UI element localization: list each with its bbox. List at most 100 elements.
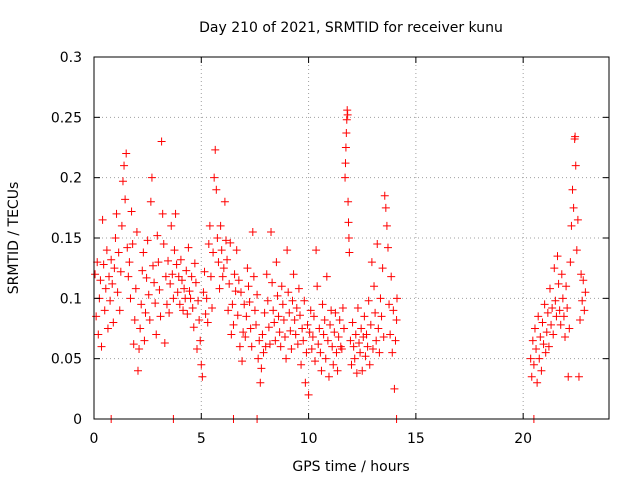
data-point <box>149 261 158 270</box>
data-point <box>177 276 186 285</box>
data-point <box>158 209 167 218</box>
data-point <box>91 270 100 279</box>
data-point <box>535 354 544 363</box>
data-point <box>316 348 325 357</box>
data-point <box>343 110 352 119</box>
data-point <box>344 218 353 227</box>
data-point <box>211 145 220 154</box>
data-point <box>190 259 199 268</box>
data-point <box>358 366 367 375</box>
data-point <box>138 266 147 275</box>
data-point <box>261 342 270 351</box>
data-point <box>133 366 142 375</box>
y-tick-label: 0.25 <box>51 110 82 126</box>
data-point <box>160 338 169 347</box>
data-point <box>176 255 185 264</box>
data-point <box>240 300 249 309</box>
x-tick-label: 20 <box>514 431 532 447</box>
data-point <box>258 330 267 339</box>
data-point <box>581 288 590 297</box>
y-tick-label: 0 <box>73 412 82 428</box>
data-point <box>174 272 183 281</box>
data-point <box>533 378 542 387</box>
data-point <box>580 306 589 315</box>
data-point <box>250 306 259 315</box>
data-point <box>361 352 370 361</box>
data-point <box>223 255 232 264</box>
data-point <box>283 246 292 255</box>
data-point <box>534 312 543 321</box>
data-point <box>389 306 398 315</box>
data-point <box>550 264 559 273</box>
data-point <box>221 236 230 245</box>
data-point <box>99 260 108 269</box>
data-point <box>197 360 206 369</box>
data-point <box>311 357 320 366</box>
data-point <box>541 348 550 357</box>
data-point <box>203 318 212 327</box>
data-point <box>152 330 161 339</box>
data-point <box>215 284 224 293</box>
data-point <box>214 258 223 267</box>
y-axis-label: SRMTID / TECUs <box>6 182 22 295</box>
data-point <box>269 306 278 315</box>
data-point <box>526 354 535 363</box>
data-point <box>332 348 341 357</box>
data-point <box>189 323 198 332</box>
data-point <box>274 312 283 321</box>
data-point <box>199 288 208 297</box>
data-point <box>182 266 191 275</box>
data-point <box>308 332 317 341</box>
data-point <box>164 256 173 265</box>
data-point <box>246 324 255 333</box>
data-point <box>299 336 308 345</box>
data-point <box>179 306 188 315</box>
y-tick-label: 0.2 <box>60 171 82 187</box>
data-point <box>245 297 254 306</box>
data-point <box>123 243 132 252</box>
data-point <box>259 348 268 357</box>
data-point <box>247 342 256 351</box>
data-point <box>255 336 264 345</box>
data-point <box>260 308 269 317</box>
data-points <box>91 106 590 423</box>
data-point <box>350 354 359 363</box>
data-point <box>273 291 282 300</box>
data-point <box>150 278 159 287</box>
data-point <box>135 345 144 354</box>
data-point <box>198 372 207 381</box>
data-point <box>212 185 221 194</box>
data-point <box>272 258 281 267</box>
data-point <box>375 348 384 357</box>
data-point <box>93 258 102 267</box>
data-point <box>540 300 549 309</box>
data-point <box>566 258 575 267</box>
data-point <box>233 311 242 320</box>
data-point <box>118 177 127 186</box>
data-point <box>136 324 145 333</box>
data-point <box>563 303 572 312</box>
data-point <box>112 209 121 218</box>
data-point <box>335 316 344 325</box>
data-point <box>556 320 565 329</box>
data-point <box>252 320 261 329</box>
data-point <box>140 336 149 345</box>
data-point <box>170 246 179 255</box>
data-point <box>267 227 276 236</box>
data-point <box>571 161 580 170</box>
data-point <box>230 270 239 279</box>
data-point <box>204 240 213 249</box>
data-point <box>304 390 313 399</box>
data-point <box>153 231 162 240</box>
data-point <box>539 340 548 349</box>
data-point <box>538 318 547 327</box>
data-point <box>288 296 297 305</box>
data-point <box>391 336 400 345</box>
data-point <box>249 272 258 281</box>
data-point <box>205 221 214 230</box>
data-point <box>284 288 293 297</box>
data-point <box>173 288 182 297</box>
data-point <box>228 300 237 309</box>
data-point <box>378 264 387 273</box>
